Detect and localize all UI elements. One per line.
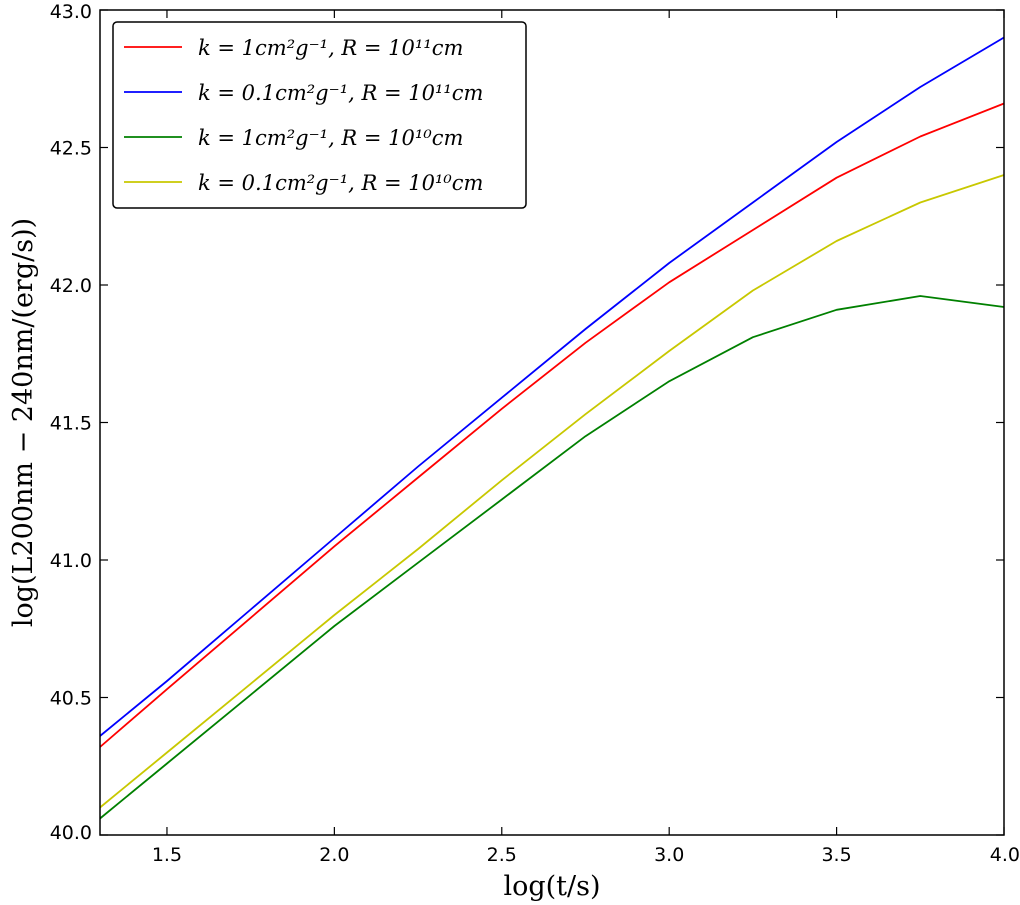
legend-entry-label: k = 1cm²g⁻¹, R = 10¹⁰cm (198, 126, 463, 150)
series-line-4 (99, 174, 1005, 809)
x-tick-label: 1.5 (152, 844, 182, 866)
x-tick-label: 3.5 (821, 844, 851, 866)
x-tick-label: 2.5 (487, 844, 517, 866)
y-tick-label: 40.0 (50, 822, 92, 844)
legend-entry-label: k = 0.1cm²g⁻¹, R = 10¹¹cm (198, 81, 483, 105)
y-tick-label: 43.0 (50, 1, 92, 23)
series-layer (99, 36, 1005, 820)
x-tick-label: 2.0 (319, 844, 349, 866)
y-tick-label: 42.5 (50, 138, 92, 160)
series-line-2 (99, 36, 1005, 737)
y-tick-label: 40.5 (50, 688, 92, 710)
y-tick-label: 42.0 (50, 275, 92, 297)
legend-entry-label: k = 1cm²g⁻¹, R = 10¹¹cm (198, 36, 463, 60)
series-line-3 (99, 295, 1005, 820)
y-axis-label: log(L200nm − 240nm/(erg/s)) (8, 218, 39, 627)
y-tick-label: 41.5 (50, 413, 92, 435)
y-tick-label: 41.0 (50, 550, 92, 572)
legend-box (112, 21, 527, 209)
series-line-1 (99, 102, 1005, 748)
x-axis-label: log(t/s) (503, 871, 600, 902)
legend-entry-label: k = 0.1cm²g⁻¹, R = 10¹⁰cm (198, 171, 483, 195)
legend: k = 1cm²g⁻¹, R = 10¹¹cm k = 0.1cm²g⁻¹, R … (112, 21, 527, 209)
x-tick-label: 4.0 (990, 844, 1020, 866)
y-axis: 40.0 40.5 41.0 41.5 42.0 42.5 43.0 (50, 1, 1004, 844)
x-axis: 1.5 2.0 2.5 3.0 3.5 4.0 (152, 10, 1020, 866)
x-tick-label: 3.0 (654, 844, 684, 866)
